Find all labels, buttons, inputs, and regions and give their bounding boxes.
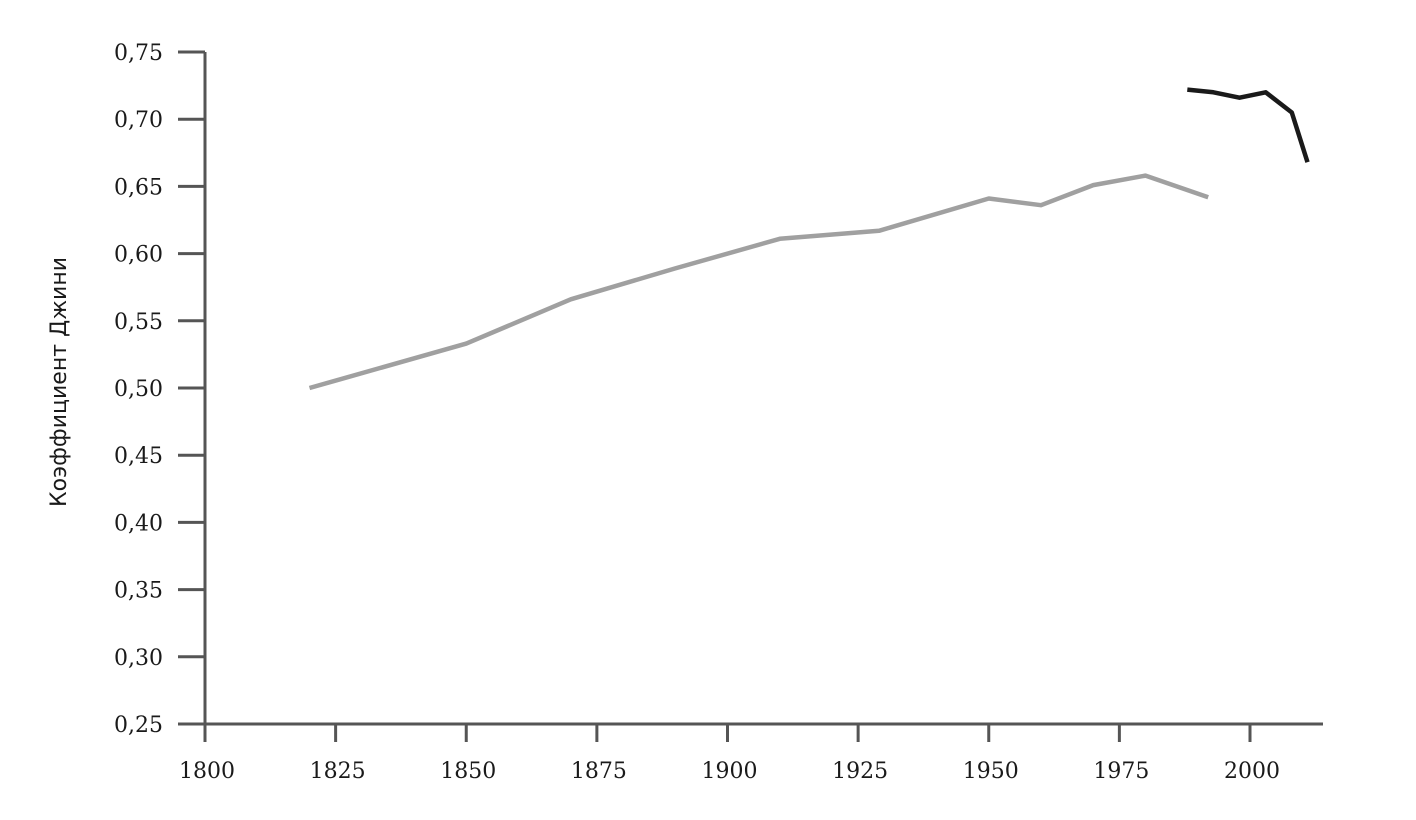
x-tick-label: 1800: [179, 759, 235, 784]
y-axis-title-group: Коэффициент Джини: [47, 257, 72, 507]
y-tick-label: 0,40: [114, 511, 163, 536]
x-tick-label: 1950: [963, 759, 1019, 784]
y-tick-label: 0,30: [114, 646, 163, 671]
x-tick-label: 1825: [310, 759, 366, 784]
series-line-1: [308, 173, 1209, 391]
series-line-2: [1187, 87, 1310, 163]
x-tick-label: 1900: [702, 759, 758, 784]
y-tick-label: 0,25: [114, 713, 163, 738]
x-tick-label: 1850: [440, 759, 496, 784]
x-tick-label: 1875: [571, 759, 627, 784]
series-group: [308, 87, 1310, 391]
x-tick-label: 1975: [1093, 759, 1149, 784]
y-tick-label: 0,55: [114, 310, 163, 335]
y-ticks: 0,25 0,30 0,35 0,40 0,45 0,50 0,55 0,60 0,65 0,70…: [114, 41, 205, 738]
y-tick-label: 0,75: [114, 41, 163, 66]
y-tick-label: 0,45: [114, 444, 163, 469]
y-tick-label: 0,60: [114, 243, 163, 268]
y-tick-label: 0,35: [114, 579, 163, 604]
x-ticks: 1800 1825 1850 1875 1900 1925 1950 1975 2000: [179, 724, 1280, 784]
y-tick-label: 0,50: [114, 377, 163, 402]
y-tick-label: 0,70: [114, 108, 163, 133]
y-axis-title: Коэффициент Джини: [47, 257, 72, 507]
y-tick-label: 0,65: [114, 175, 163, 200]
x-tick-label: 2000: [1224, 759, 1280, 784]
x-tick-label: 1925: [832, 759, 888, 784]
